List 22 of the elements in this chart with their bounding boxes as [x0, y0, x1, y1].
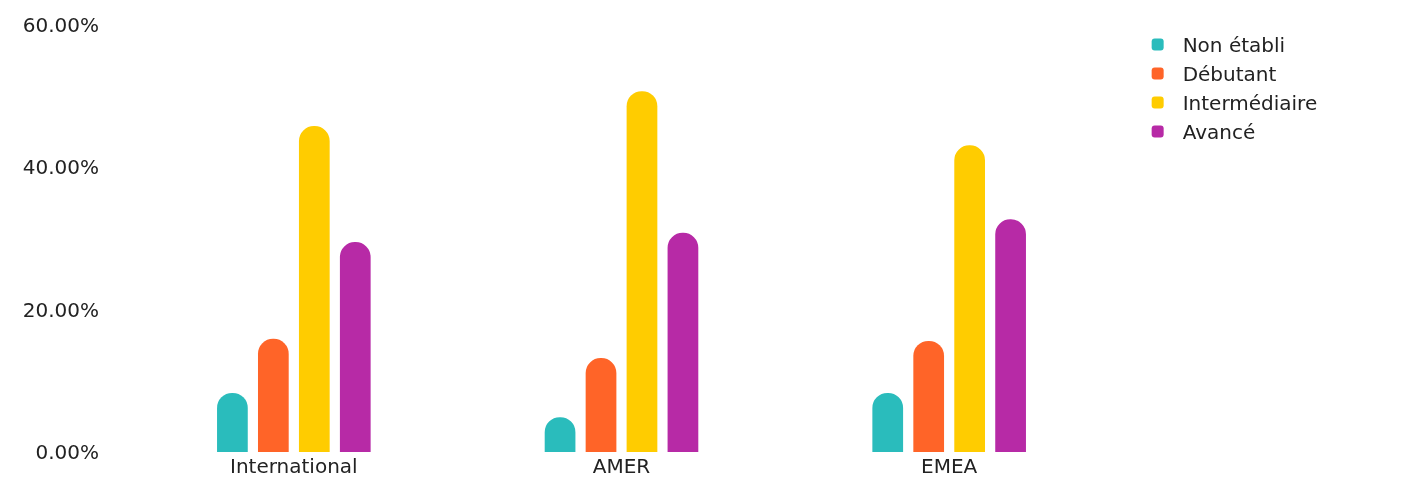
legend-label: Débutant [1182, 62, 1277, 87]
y-tick-label: 60.00% [22, 13, 99, 37]
bar [667, 232, 699, 452]
legend-label: Intermédiaire [1182, 91, 1318, 116]
bar [298, 126, 330, 452]
bar [585, 358, 617, 452]
bar [339, 242, 371, 452]
x-tick-label: AMER [592, 454, 651, 478]
x-tick-label: EMEA [921, 454, 978, 478]
y-tick-label: 20.00% [22, 297, 99, 322]
bar [954, 145, 986, 452]
bar [217, 392, 248, 452]
x-tick-label: International [230, 454, 358, 478]
bar [872, 392, 904, 452]
legend-label: Avancé [1182, 120, 1256, 145]
y-tick-label: 40.00% [22, 155, 99, 180]
bar [995, 219, 1026, 452]
bar [626, 91, 658, 452]
bar [257, 338, 289, 452]
legend-label: Non établi [1182, 33, 1286, 58]
bar [913, 340, 945, 452]
y-tick-label: 0.00% [35, 440, 99, 464]
